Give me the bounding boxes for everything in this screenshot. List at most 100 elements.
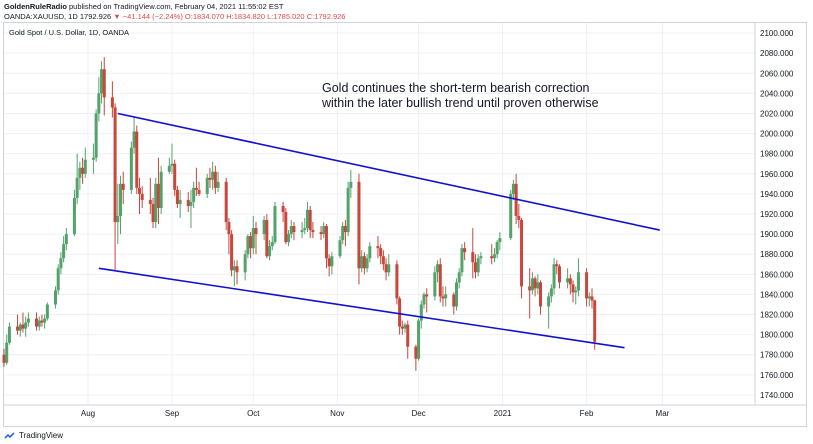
candle-body	[100, 69, 104, 94]
price-tick-label: 1960.000	[760, 170, 794, 179]
candle-body	[5, 342, 9, 363]
candle	[289, 220, 293, 239]
candle-body	[64, 234, 68, 245]
candle-body	[16, 326, 20, 331]
candle	[151, 197, 155, 229]
candle	[265, 214, 269, 259]
candle-body	[403, 324, 407, 329]
candle	[137, 177, 141, 214]
candle-body	[26, 318, 30, 323]
candle-body	[7, 326, 11, 343]
candle-body	[173, 163, 177, 190]
candle	[246, 234, 250, 259]
candle	[167, 157, 171, 174]
candle	[422, 292, 426, 309]
candle	[455, 278, 459, 311]
candle-body	[585, 272, 589, 299]
candle	[135, 125, 139, 194]
candle	[53, 286, 57, 309]
candle-body	[398, 298, 402, 327]
candle-body	[102, 69, 106, 98]
candle-body	[441, 296, 445, 299]
candle	[360, 250, 364, 273]
candle-body	[268, 246, 272, 257]
candle	[452, 292, 456, 315]
candles	[2, 57, 597, 371]
candle	[2, 348, 6, 367]
candle-body	[346, 187, 350, 233]
candle	[376, 236, 380, 259]
candle	[91, 143, 95, 174]
price-tick-label: 2000.000	[760, 130, 794, 139]
candle-body	[438, 264, 442, 297]
candle-body	[254, 228, 258, 235]
candle	[322, 222, 326, 239]
candle	[479, 252, 483, 265]
candle-body	[246, 236, 250, 255]
candle-body	[436, 264, 440, 273]
candle-body	[368, 246, 372, 259]
candle	[224, 177, 228, 231]
candle	[140, 185, 144, 208]
candle	[78, 161, 82, 190]
price-tick-label: 2100.000	[760, 29, 794, 38]
candle	[403, 322, 407, 333]
candle-body	[230, 234, 234, 271]
publish-line: GoldenRuleRadio published on TradingView…	[4, 2, 283, 11]
candle-body	[129, 147, 133, 190]
candle-body	[308, 209, 312, 231]
candle-body	[110, 97, 114, 108]
candle	[417, 318, 421, 361]
price-axis: 1740.000 1760.000 1780.000 1800.000 1820.000…	[760, 29, 794, 400]
candle-body	[40, 320, 44, 323]
price-tick-label: 2060.000	[760, 69, 794, 78]
candle-body	[116, 216, 120, 223]
candle	[425, 288, 429, 313]
candle	[197, 181, 201, 196]
candle	[585, 268, 589, 307]
candle	[492, 248, 496, 263]
candle	[186, 191, 190, 212]
candle	[473, 254, 477, 279]
time-tick-label: Sep	[165, 409, 180, 418]
candle	[281, 201, 285, 223]
publish-info: published on TradingView.com, February 0…	[66, 2, 284, 11]
price-tick-label: 2020.000	[760, 109, 794, 118]
candle	[568, 274, 572, 295]
candle-body	[422, 294, 426, 305]
candle	[64, 228, 68, 251]
candle-body	[490, 256, 494, 259]
candle-body	[292, 226, 296, 233]
candle	[327, 254, 331, 277]
candle-body	[167, 165, 171, 172]
candle	[129, 141, 133, 194]
candle	[379, 244, 383, 265]
candle-body	[78, 167, 82, 178]
candle	[395, 260, 399, 305]
candle	[56, 264, 60, 295]
candle-body	[197, 189, 201, 194]
candle-body	[227, 222, 231, 235]
candle-body	[2, 354, 6, 363]
candle	[43, 314, 47, 329]
candle-body	[216, 181, 220, 188]
candle	[533, 276, 537, 297]
candle-body	[140, 193, 144, 200]
candle-body	[24, 322, 28, 329]
candle-body	[590, 296, 594, 301]
grid	[4, 23, 755, 405]
candle	[205, 173, 209, 198]
time-tick-label: Oct	[247, 409, 260, 418]
candle	[536, 274, 540, 295]
candle	[357, 173, 361, 285]
candle-body	[536, 282, 540, 289]
candle-body	[135, 131, 139, 188]
candle	[45, 302, 49, 321]
candle	[324, 224, 328, 269]
candle	[463, 242, 467, 261]
candle-body	[43, 318, 47, 323]
candle	[270, 236, 274, 251]
candle	[254, 222, 258, 255]
candle	[251, 216, 255, 255]
